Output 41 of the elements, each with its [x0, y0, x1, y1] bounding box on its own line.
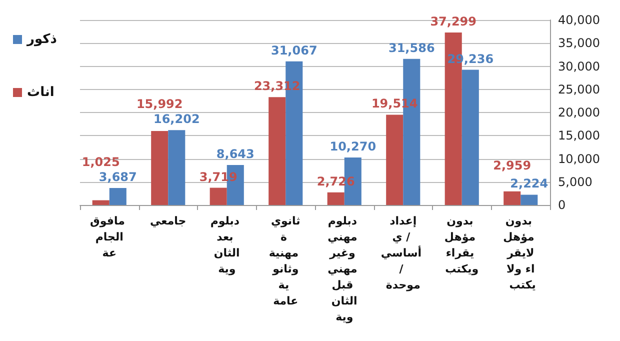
data-label: 2,959: [493, 158, 532, 172]
bar: [268, 97, 286, 205]
bar: [520, 194, 538, 205]
bar: [462, 70, 479, 205]
y-tick-label: 5,000: [558, 174, 592, 189]
y-tick-label: 15,000: [558, 128, 600, 143]
y-tick-label: 40,000: [558, 13, 600, 27]
x-tick-label: مافوق الجامعة: [90, 214, 129, 260]
data-label: 31,067: [270, 43, 318, 58]
x-tick-label: بدون مؤهل يقراء ويكتب: [444, 214, 480, 276]
x-tick-label: دبلوم مهني وغير مهني قبل الثانوية: [328, 214, 362, 324]
data-label: 3,687: [98, 170, 137, 184]
data-label: 10,270: [330, 140, 376, 154]
data-label: 2,224: [510, 176, 548, 191]
y-tick-label: 0: [558, 198, 566, 212]
y-tick-label: 10,000: [558, 152, 600, 166]
bar: [109, 188, 126, 205]
y-tick-label: 35,000: [558, 36, 600, 50]
data-label: 15,992: [136, 97, 183, 112]
data-label: 37,299: [430, 14, 477, 28]
x-tick-label: جامعي: [150, 214, 186, 228]
legend-label: ذكور: [26, 32, 58, 47]
y-tick-label: 20,000: [558, 106, 600, 120]
bar: [210, 188, 227, 205]
bar: [151, 131, 168, 205]
legend-label: اناث: [27, 85, 54, 100]
x-tick-label: بدون مؤهل لايقراء ولا يكتب: [503, 214, 538, 292]
bar: [92, 200, 110, 205]
bar: [504, 191, 521, 205]
bar: [168, 130, 186, 205]
y-tick-label: 25,000: [558, 82, 600, 96]
data-label: 8,643: [216, 147, 254, 162]
y-tick-label: 30,000: [558, 59, 600, 74]
x-tick-label: إعدادي / أساسي / موحدة: [380, 214, 426, 292]
data-label: 1,025: [82, 154, 120, 169]
bar: [327, 192, 344, 205]
x-tick-label: دبلوم بعد الثانوية: [210, 214, 244, 276]
data-label: 16,202: [153, 112, 200, 126]
x-tick-label: ثانوية مهنية وثانوية عامة: [268, 214, 302, 308]
data-label: 31,586: [388, 40, 435, 55]
bar: [386, 114, 404, 205]
